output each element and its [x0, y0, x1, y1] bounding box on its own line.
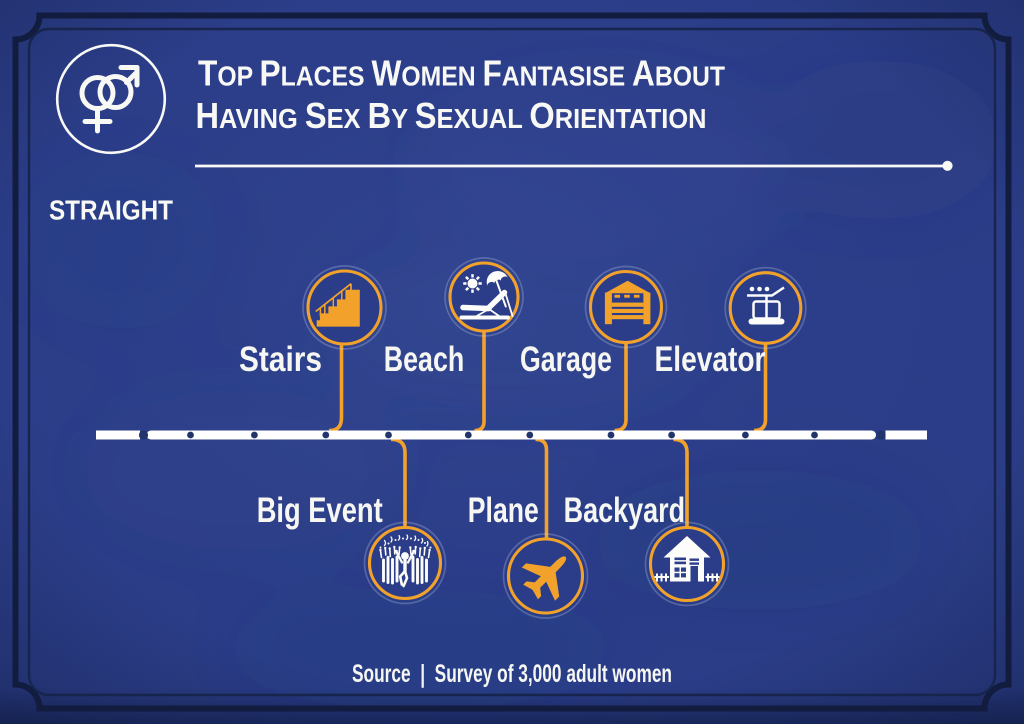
svg-text:Garage: Garage — [520, 340, 612, 379]
svg-text:Beach: Beach — [384, 340, 465, 379]
svg-text:STRAIGHT: STRAIGHT — [49, 195, 173, 226]
svg-text:Source | Survey of 3,000 adu: Source | Survey of 3,000 adult women — [352, 660, 672, 688]
svg-text:Plane: Plane — [468, 491, 539, 530]
svg-text:TOP PLACES WOMEN FANTASISE ABO: TOP PLACES WOMEN FANTASISE ABOUT — [198, 54, 725, 94]
svg-text:Backyard: Backyard — [564, 491, 686, 530]
svg-text:HAVING SEX BY SEXUAL ORIENTATI: HAVING SEX BY SEXUAL ORIENTATION — [196, 97, 707, 137]
svg-text:Big Event: Big Event — [257, 491, 383, 530]
svg-text:Stairs: Stairs — [239, 340, 322, 379]
svg-text:Elevator: Elevator — [655, 340, 766, 379]
